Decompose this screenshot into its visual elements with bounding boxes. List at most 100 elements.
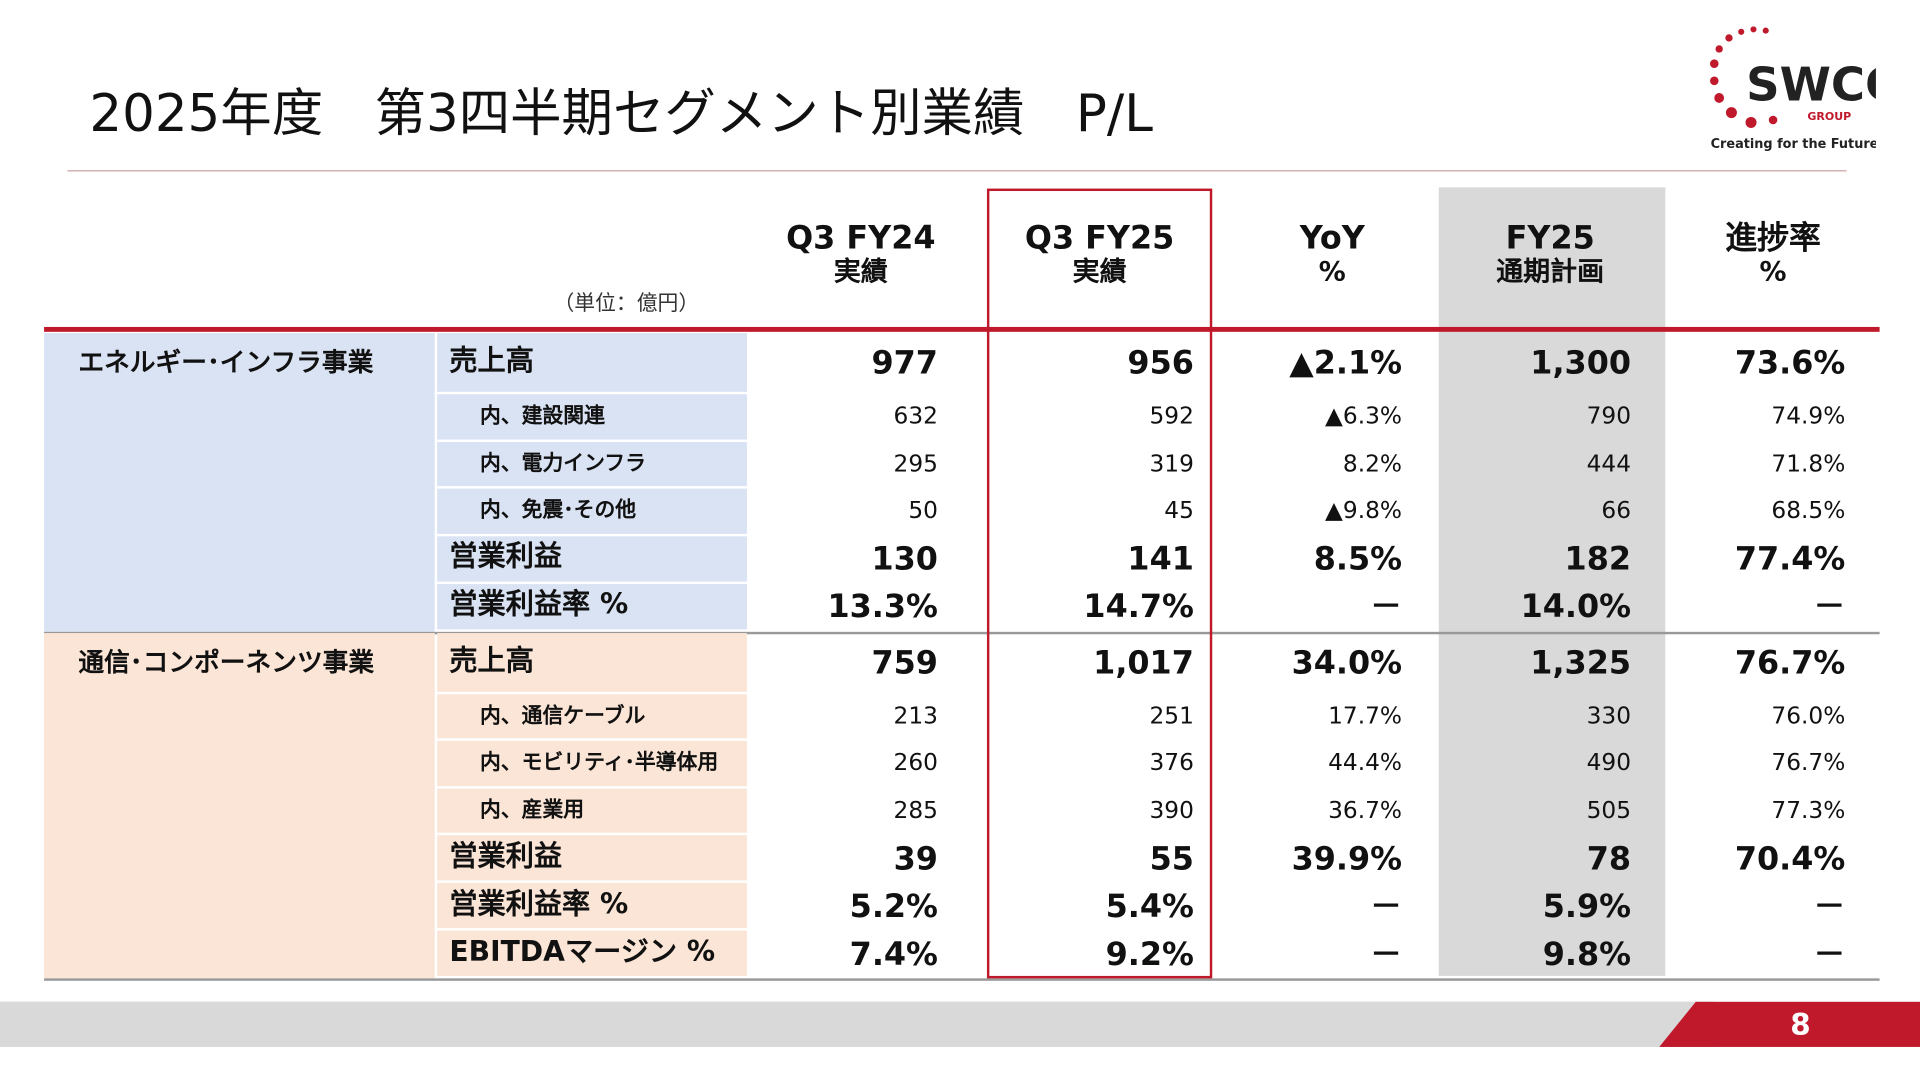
- cell: 9.8%: [1542, 936, 1632, 973]
- cell: 5.4%: [1105, 888, 1194, 926]
- page-number: 8: [1790, 1007, 1811, 1043]
- column-header: Q3 FY25: [1024, 220, 1175, 258]
- item-cell: [437, 835, 747, 881]
- cell: 74.9%: [1771, 403, 1846, 431]
- cell: 8.5%: [1313, 541, 1403, 578]
- cell: 76.7%: [1734, 644, 1846, 682]
- row-label: 内、通信ケーブル: [480, 703, 646, 729]
- cell: －: [1813, 888, 1846, 926]
- cell: 1,300: [1530, 345, 1632, 383]
- cell: 759: [871, 644, 938, 682]
- item-cell: [437, 441, 747, 487]
- item-cell: [437, 394, 747, 439]
- column-header: YoY: [1299, 220, 1365, 258]
- item-cell: [437, 693, 747, 739]
- row-label: 内、建設関連: [480, 404, 605, 429]
- cell: 592: [1149, 403, 1194, 431]
- cell: －: [1370, 588, 1403, 626]
- segment-rule: [44, 631, 1880, 634]
- cell: 13.3%: [827, 588, 938, 626]
- cell: 8.2%: [1342, 450, 1403, 478]
- item-cell: [437, 535, 747, 582]
- cell: 77.4%: [1734, 541, 1846, 578]
- item-cell: [437, 740, 747, 786]
- cell: ▲9.8%: [1325, 497, 1403, 525]
- cell: 444: [1586, 450, 1632, 478]
- cell: －: [1370, 936, 1403, 973]
- cell: －: [1813, 588, 1846, 626]
- cell: 76.7%: [1771, 749, 1846, 777]
- cell: 130: [871, 541, 938, 578]
- highlight-box: [986, 188, 1213, 979]
- title-rule: [67, 170, 1847, 172]
- cell: ▲6.3%: [1325, 403, 1403, 431]
- logo-name: SWCC: [1746, 57, 1876, 111]
- cell: 1,017: [1093, 644, 1194, 682]
- cell: 17.7%: [1328, 702, 1403, 730]
- cell: ▲2.1%: [1289, 345, 1403, 383]
- cell: －: [1370, 888, 1403, 926]
- item-cell: [437, 930, 747, 976]
- segment-name: エネルギー･インフラ事業: [78, 347, 374, 378]
- cell: 213: [893, 702, 938, 730]
- cell: 76.0%: [1771, 702, 1846, 730]
- slide-title: 2025年度 第3四半期セグメント別業績 P/L: [89, 83, 1153, 144]
- header-rule: [44, 326, 1880, 332]
- segment-rule: [44, 978, 1880, 981]
- cell: 956: [1127, 345, 1194, 383]
- column-header: 実績: [833, 257, 888, 288]
- cell: 505: [1586, 796, 1632, 824]
- column-header: %: [1759, 257, 1787, 288]
- row-label: 営業利益: [449, 840, 563, 873]
- cell: 68.5%: [1771, 497, 1846, 525]
- unit-note: （単位：億円）: [553, 291, 700, 316]
- cell: 251: [1149, 702, 1194, 730]
- item-cell: [437, 882, 747, 929]
- cell: 45: [1164, 497, 1194, 525]
- cell: 39: [893, 840, 938, 878]
- cell: 9.2%: [1105, 936, 1194, 973]
- logo: SWCC GROUP Creating for the Future: [1710, 26, 1876, 152]
- item-cell: [437, 488, 747, 534]
- cell: 182: [1564, 541, 1632, 578]
- row-label: 営業利益率 %: [449, 888, 629, 921]
- item-cell: [437, 632, 747, 692]
- plan-column-bg: [1438, 187, 1666, 976]
- cell: 73.6%: [1734, 345, 1846, 383]
- footer-bar: [0, 1001, 1715, 1047]
- segment-cell: [44, 333, 435, 632]
- cell: －: [1813, 936, 1846, 973]
- cell: 285: [893, 796, 938, 824]
- cell: 44.4%: [1328, 749, 1403, 777]
- cell: 77.3%: [1771, 796, 1846, 824]
- cell: 330: [1586, 702, 1632, 730]
- cell: 66: [1601, 497, 1632, 525]
- cell: 78: [1586, 840, 1632, 878]
- cell: 295: [893, 450, 938, 478]
- cell: 260: [893, 749, 938, 777]
- row-label: 内、モビリティ･半導体用: [480, 750, 719, 776]
- logo-tagline: Creating for the Future: [1711, 137, 1876, 152]
- cell: 14.0%: [1520, 588, 1632, 626]
- cell: 390: [1149, 796, 1194, 824]
- column-header: FY25: [1505, 220, 1595, 258]
- cell: 5.2%: [849, 888, 938, 926]
- segment-name: 通信･コンポーネンツ事業: [78, 647, 375, 677]
- row-label: 売上高: [449, 345, 534, 378]
- cell: 1,325: [1530, 644, 1632, 682]
- cell: 7.4%: [849, 936, 938, 973]
- cell: 977: [871, 345, 938, 383]
- cell: 55: [1149, 840, 1194, 878]
- cell: 14.7%: [1083, 588, 1194, 626]
- row-label: EBITDAマージン %: [449, 936, 716, 968]
- row-label: 売上高: [449, 644, 534, 677]
- item-cell: [437, 333, 747, 392]
- cell: 71.8%: [1771, 450, 1846, 478]
- cell: 790: [1586, 403, 1632, 431]
- cell: 632: [893, 403, 938, 431]
- cell: 70.4%: [1734, 840, 1846, 878]
- item-cell: [437, 583, 747, 629]
- cell: 50: [908, 497, 938, 525]
- cell: 36.7%: [1328, 796, 1403, 824]
